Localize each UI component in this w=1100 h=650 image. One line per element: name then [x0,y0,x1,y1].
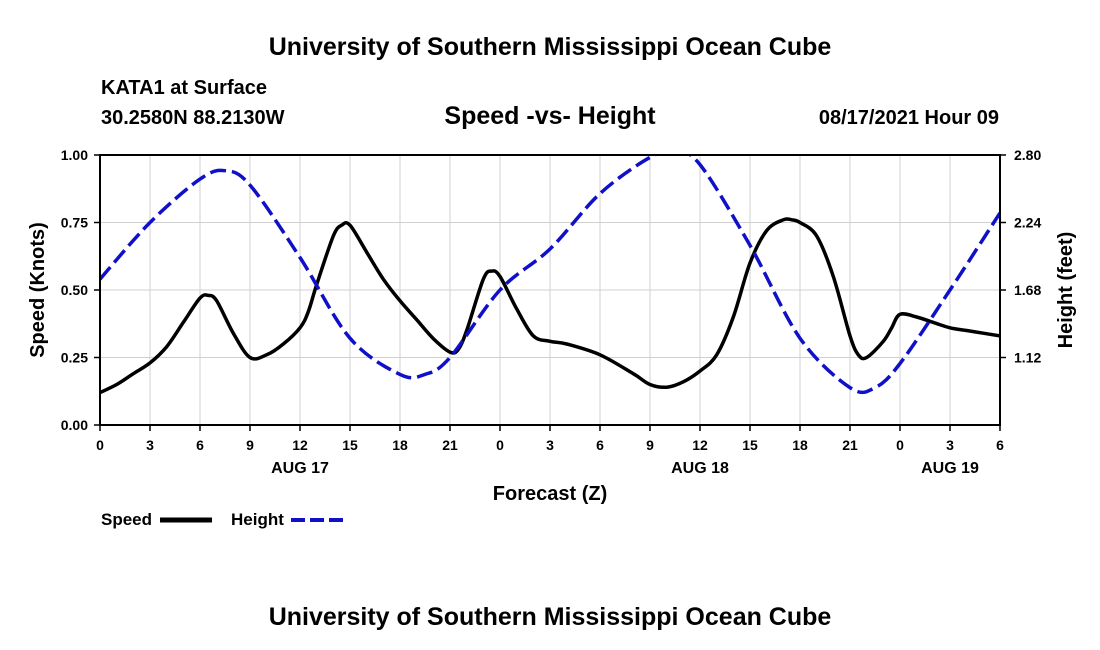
height-series-line [100,155,1000,395]
x-tick-label: 0 [496,437,504,453]
x-tick-label: 9 [646,437,654,453]
y2-tick-label: 1.68 [1014,282,1041,298]
x-tick-label: 0 [896,437,904,453]
x-tick-label: 6 [596,437,604,453]
y-tick-label: 0.00 [61,417,88,433]
x-tick-label: 21 [842,437,858,453]
y-tick-label: 0.50 [61,282,88,298]
date-label: AUG 17 [271,460,329,477]
y-tick-label: 0.75 [61,215,88,231]
x-tick-label: 0 [96,437,104,453]
y2-tick-label: 2.24 [1014,215,1041,231]
x-tick-label: 18 [392,437,408,453]
chart-subtitle: Speed -vs- Height [444,102,656,130]
y2-tick-label: 1.12 [1014,350,1041,366]
grid [100,155,1000,425]
page-title: University of Southern Mississippi Ocean… [269,33,832,61]
date-label: AUG 19 [921,460,979,477]
y2-axis-label: Height (feet) [1055,232,1077,349]
axes: 0 3 6 9 12 15 18 21 0 3 6 9 12 15 18 21 0 3 6 0.00 0.25 0.50 0… [61,147,1042,477]
y-tick-label: 1.00 [61,147,88,163]
legend-height-label: Height [231,510,284,529]
x-tick-label: 12 [692,437,708,453]
legend: Speed Height [101,510,343,529]
y-axis-label: Speed (Knots) [27,222,49,358]
x-tick-label: 3 [146,437,154,453]
y2-tick-label: 2.80 [1014,147,1041,163]
speed-series-line [100,217,1000,395]
x-tick-label: 21 [442,437,458,453]
date-label: AUG 18 [671,460,729,477]
x-tick-label: 9 [246,437,254,453]
x-tick-label: 18 [792,437,808,453]
x-tick-label: 3 [546,437,554,453]
y-tick-label: 0.25 [61,350,88,366]
series-layer [100,155,1000,395]
forecast-timestamp: 08/17/2021 Hour 09 [819,107,999,129]
x-tick-label: 6 [996,437,1004,453]
x-tick-label: 15 [342,437,358,453]
station-coordinates: 30.2580N 88.2130W [101,107,285,129]
x-tick-label: 3 [946,437,954,453]
x-tick-label: 15 [742,437,758,453]
x-tick-label: 6 [196,437,204,453]
legend-speed-label: Speed [101,510,152,529]
station-label: KATA1 at Surface [101,77,267,99]
x-axis-label: Forecast (Z) [493,483,607,505]
x-tick-label: 12 [292,437,308,453]
page-footer: University of Southern Mississippi Ocean… [269,603,832,631]
